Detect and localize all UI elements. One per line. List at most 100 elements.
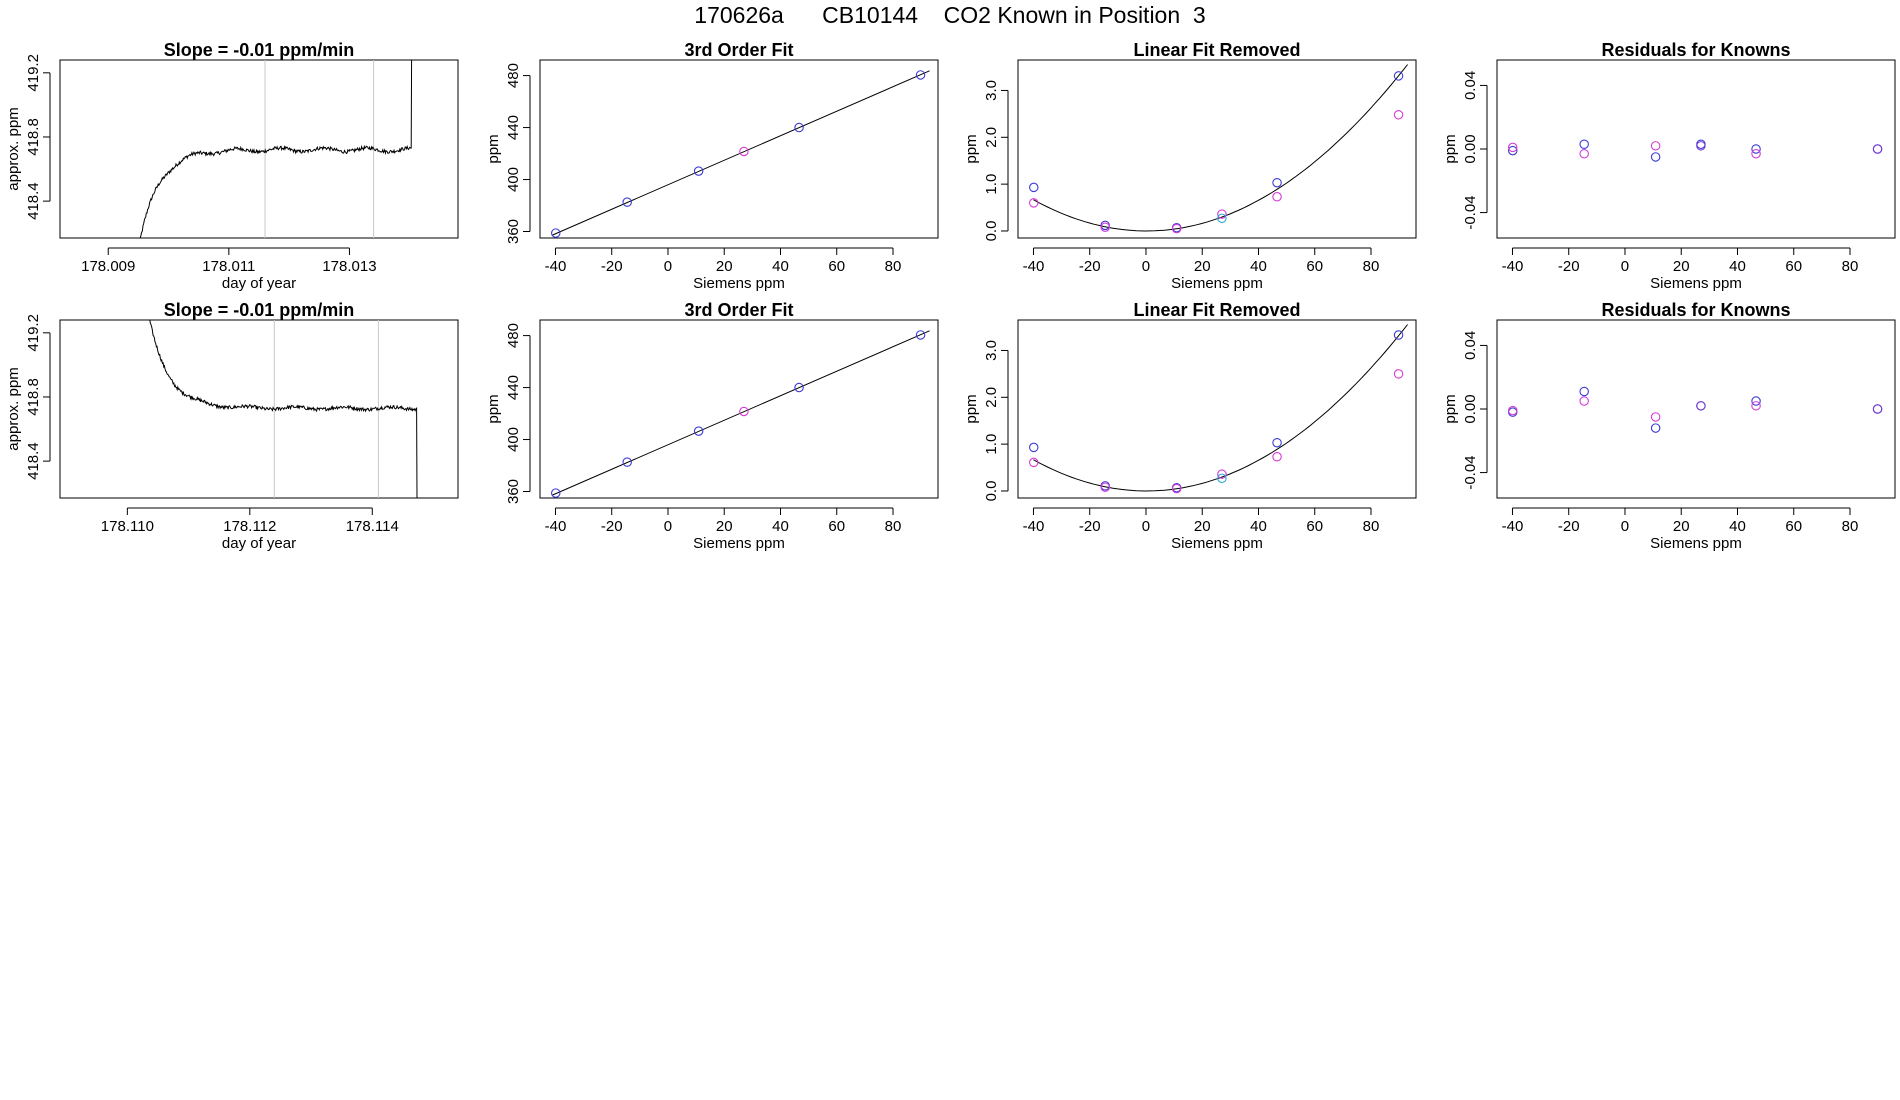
y-tick-label: 419.2 [25, 314, 42, 352]
y-axis-label: ppm [1442, 134, 1459, 163]
data-point-magenta [1029, 198, 1039, 208]
x-tick-label: -20 [601, 518, 623, 535]
x-axis-label: Siemens ppm [693, 275, 785, 292]
plot-area [1029, 324, 1408, 494]
x-tick-label: -20 [1079, 258, 1101, 275]
data-point-blue [551, 488, 561, 498]
data-point-blue [551, 228, 561, 238]
y-tick-label: 418.8 [25, 118, 42, 156]
data-point-magenta [1650, 141, 1661, 151]
x-tick-label: 20 [1194, 258, 1211, 275]
x-tick-label: 80 [1842, 258, 1859, 275]
data-point-magenta [1272, 452, 1282, 462]
chart-svg: Linear Fit Removed -40 -20 0 20 40 60 80 Siemens… [963, 40, 1417, 292]
x-tick-label: 60 [1306, 258, 1323, 275]
chart-panel: Residuals for Knowns -40 -20 0 20 40 60 80 Sieme… [1439, 288, 1900, 563]
fit-curve [1033, 64, 1408, 232]
chart-title: Residuals for Knowns [1601, 40, 1790, 60]
x-tick-label: 80 [885, 258, 902, 275]
plot-area [551, 330, 930, 498]
x-axis-label: Siemens ppm [1650, 275, 1742, 292]
chart-svg: 3rd Order Fit -40 -20 0 20 40 60 80 Siemens ppm 3… [485, 300, 939, 552]
data-point-blue [693, 166, 704, 176]
data-point-blue [1029, 182, 1039, 193]
x-tick-label: 60 [1306, 518, 1323, 535]
fit-line [552, 70, 930, 236]
x-axis-label: day of year [222, 275, 296, 292]
y-tick-label: 2.0 [983, 387, 1000, 408]
plot-area [551, 70, 930, 238]
y-axis-label: ppm [963, 134, 980, 163]
plot-area [1029, 64, 1408, 234]
y-axis-label: ppm [485, 134, 502, 163]
data-point-blue [1579, 139, 1589, 149]
data-point-purple [1696, 401, 1706, 411]
data-point-magenta [1508, 142, 1518, 153]
concentration-trace [139, 60, 413, 238]
data-point-magenta [1508, 405, 1518, 416]
x-tick-label: -20 [1079, 518, 1101, 535]
y-tick-label: 360 [505, 219, 522, 244]
data-point-magenta [1393, 369, 1404, 379]
y-tick-label: 0.04 [1462, 331, 1479, 360]
y-tick-label: 440 [505, 375, 522, 400]
y-axis-label: ppm [485, 394, 502, 423]
x-axis-label: day of year [222, 535, 296, 552]
y-tick-label: -0.04 [1462, 455, 1479, 489]
data-point-blue [1272, 437, 1282, 448]
data-point-purple [1872, 144, 1883, 154]
x-tick-label: 0 [1142, 258, 1150, 275]
x-tick-label: -40 [1023, 258, 1045, 275]
chart-panel: Slope = -0.01 ppm/min 178.009 178.011 178.0… [2, 28, 478, 303]
y-tick-label: 1.0 [983, 434, 1000, 455]
data-point-blue [1100, 220, 1110, 231]
data-point-magenta [1217, 469, 1227, 479]
y-tick-label: 400 [505, 427, 522, 452]
data-point-blue [794, 122, 804, 133]
y-tick-label: 440 [505, 115, 522, 140]
chart-svg: Residuals for Knowns -40 -20 0 20 40 60 80 Sieme… [1442, 300, 1896, 552]
chart-title: Slope = -0.01 ppm/min [164, 300, 355, 320]
x-tick-label: 20 [1194, 518, 1211, 535]
y-tick-label: 2.0 [983, 127, 1000, 148]
plot-frame [539, 319, 939, 499]
y-tick-label: 1.0 [983, 174, 1000, 195]
y-tick-label: 0.00 [1462, 134, 1479, 163]
x-tick-label: -20 [1558, 258, 1580, 275]
y-axis-label: ppm [1442, 394, 1459, 423]
x-tick-label: 80 [1363, 518, 1380, 535]
x-tick-label: 80 [1842, 518, 1859, 535]
data-point-magenta [1579, 396, 1589, 406]
data-point-cyan [1217, 473, 1227, 484]
y-tick-label: 418.4 [25, 442, 42, 480]
x-tick-label: 178.114 [346, 518, 399, 535]
chart-panel: Slope = -0.01 ppm/min 178.110 178.112 178.1… [2, 288, 478, 563]
data-point-blue [1029, 442, 1039, 453]
x-tick-label: 20 [1673, 518, 1690, 535]
y-tick-label: 480 [505, 323, 522, 348]
x-tick-label: 178.112 [223, 518, 276, 535]
y-tick-label: 0.00 [1462, 394, 1479, 423]
chart-title: 3rd Order Fit [684, 300, 793, 320]
x-tick-label: 20 [1673, 258, 1690, 275]
y-tick-label: 360 [505, 479, 522, 504]
data-point-blue [1393, 71, 1404, 81]
y-tick-label: 419.2 [25, 54, 42, 92]
data-point-magenta [1579, 149, 1589, 159]
x-tick-label: 0 [1621, 258, 1629, 275]
chart-title: Slope = -0.01 ppm/min [164, 40, 355, 60]
chart-svg: 3rd Order Fit -40 -20 0 20 40 60 80 Siemens ppm 3… [485, 40, 939, 292]
data-point-purple [1872, 404, 1883, 414]
plot-area [139, 60, 413, 238]
fit-line [552, 330, 930, 496]
x-tick-label: 178.009 [81, 258, 135, 275]
y-axis-label: approx. ppm [5, 107, 22, 190]
page-title: 170626a CB10144 CO2 Known in Position 3 [694, 2, 1206, 28]
y-axis-label: ppm [963, 394, 980, 423]
data-point-blue [1751, 396, 1761, 406]
chart-svg: Slope = -0.01 ppm/min 178.009 178.011 178.0… [5, 40, 459, 292]
data-point-blue [1751, 144, 1761, 154]
y-tick-label: 480 [505, 63, 522, 88]
x-tick-label: -40 [1023, 518, 1045, 535]
y-tick-label: 418.4 [25, 182, 42, 220]
